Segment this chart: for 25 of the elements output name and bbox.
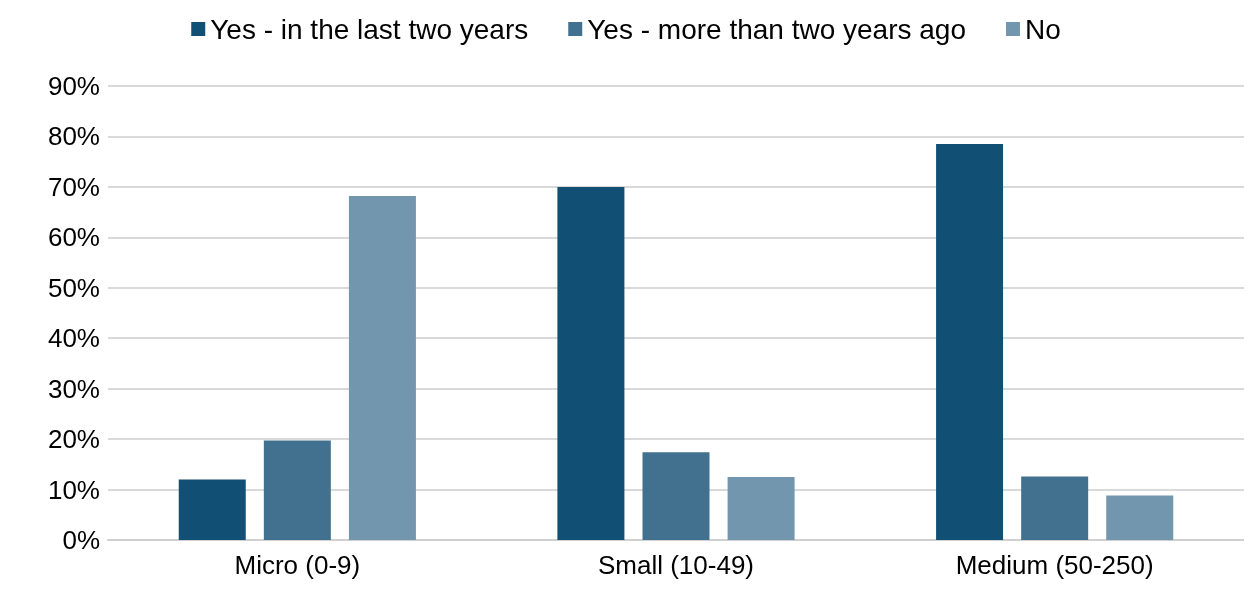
- y-tick-label: 90%: [47, 71, 100, 101]
- bar: [348, 195, 416, 540]
- x-tick-label: Small (10-49): [597, 550, 755, 580]
- y-tick-label: 60%: [47, 222, 100, 253]
- legend-label: Yes - in the last two years: [210, 13, 529, 45]
- y-tick-label: 80%: [47, 121, 100, 152]
- y-tick-label: 40%: [47, 323, 100, 354]
- y-tick-label: 10%: [47, 474, 100, 505]
- bar: [263, 440, 331, 540]
- y-tick-label: 20%: [47, 424, 100, 455]
- legend-label: No: [1024, 13, 1061, 45]
- x-tick-label: Micro (0-9): [234, 550, 361, 580]
- bar: [1021, 476, 1089, 540]
- y-tick-label: 30%: [47, 373, 100, 404]
- bar: [178, 479, 246, 540]
- bar: [936, 144, 1004, 540]
- x-tick-label: Medium (50-250): [955, 550, 1154, 580]
- bar: [727, 476, 795, 540]
- bar: [642, 452, 710, 540]
- y-tick-label: 0%: [62, 525, 100, 555]
- y-tick-label: 50%: [47, 272, 100, 303]
- legend-label: Yes - more than two years ago: [587, 13, 966, 45]
- bar: [557, 186, 625, 540]
- y-tick-label: 70%: [47, 171, 100, 202]
- bar: [1106, 495, 1174, 540]
